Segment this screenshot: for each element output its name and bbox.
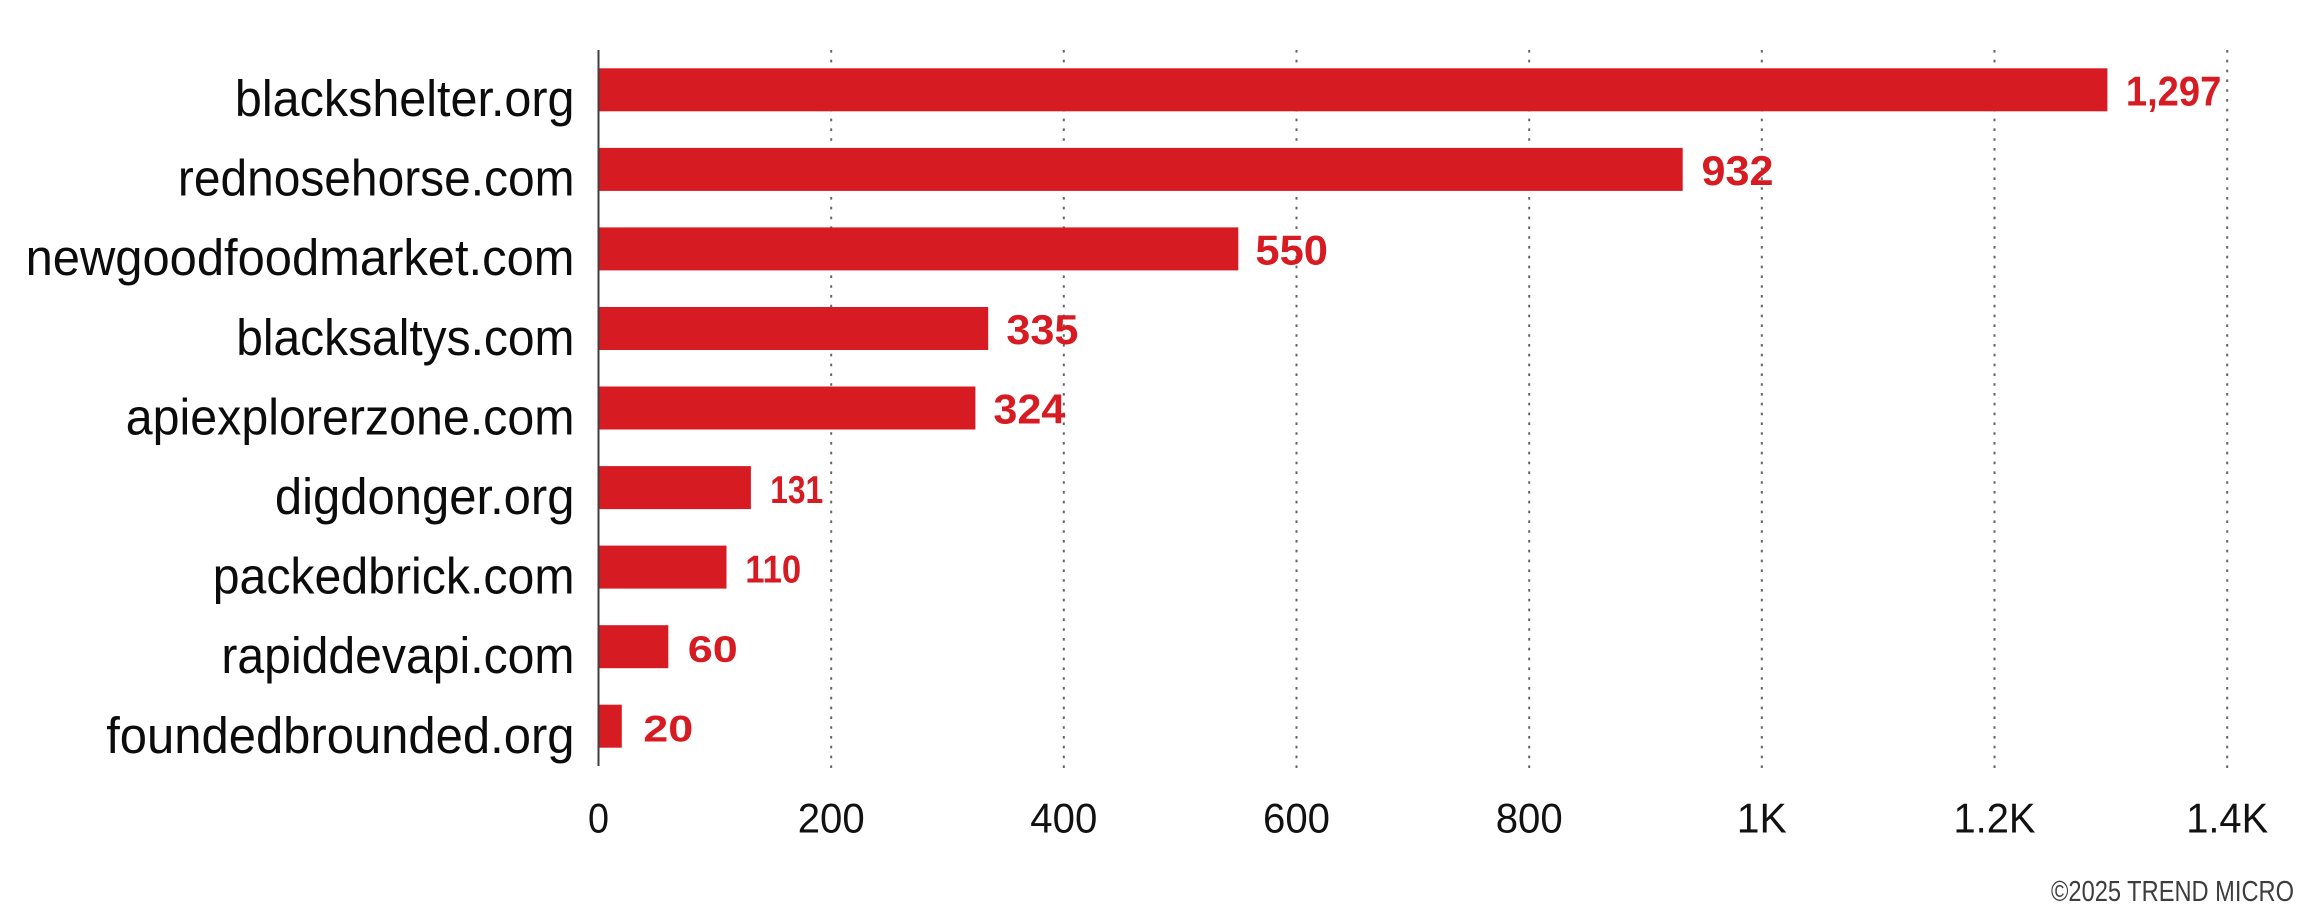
svg-text:932: 932 xyxy=(1702,147,1774,194)
svg-text:550: 550 xyxy=(1255,226,1328,273)
svg-text:blacksaltys.com: blacksaltys.com xyxy=(236,309,574,366)
svg-text:©2025 TREND MICRO: ©2025 TREND MICRO xyxy=(2051,876,2294,908)
svg-text:600: 600 xyxy=(1263,795,1330,842)
svg-text:1K: 1K xyxy=(1737,795,1787,842)
svg-text:60: 60 xyxy=(688,629,738,670)
svg-text:rapiddevapi.com: rapiddevapi.com xyxy=(221,627,574,684)
svg-text:foundedbrounded.org: foundedbrounded.org xyxy=(106,707,574,764)
svg-text:digdonger.org: digdonger.org xyxy=(275,468,575,525)
svg-text:rednosehorse.com: rednosehorse.com xyxy=(178,150,575,207)
svg-text:blackshelter.org: blackshelter.org xyxy=(235,70,575,127)
svg-text:200: 200 xyxy=(798,795,865,842)
svg-text:newgoodfoodmarket.com: newgoodfoodmarket.com xyxy=(26,229,575,286)
svg-text:335: 335 xyxy=(1006,306,1078,353)
svg-text:packedbrick.com: packedbrick.com xyxy=(213,548,575,605)
svg-text:324: 324 xyxy=(993,386,1066,433)
svg-text:800: 800 xyxy=(1496,795,1563,842)
svg-text:apiexplorerzone.com: apiexplorerzone.com xyxy=(126,388,575,445)
svg-text:110: 110 xyxy=(745,549,801,592)
svg-text:131: 131 xyxy=(770,469,823,512)
svg-text:400: 400 xyxy=(1030,795,1097,842)
svg-text:1.4K: 1.4K xyxy=(2186,795,2268,842)
svg-text:1.2K: 1.2K xyxy=(1954,795,2036,842)
svg-text:0: 0 xyxy=(588,795,609,842)
svg-text:1,297: 1,297 xyxy=(2126,67,2221,114)
svg-text:20: 20 xyxy=(643,709,693,750)
